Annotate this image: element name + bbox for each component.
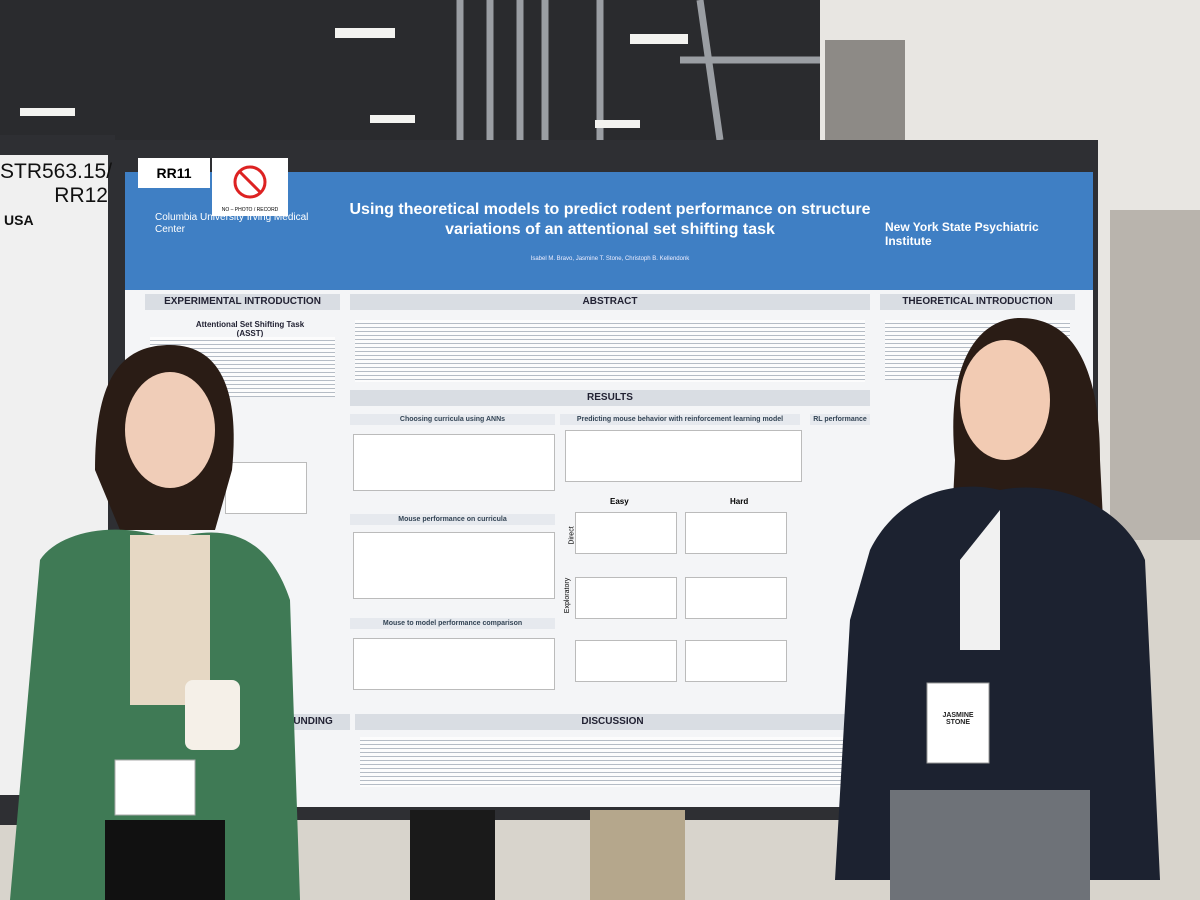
left-poster-country: USA — [4, 212, 34, 228]
left-poster-code: STR563.15/ RR12 — [0, 160, 113, 207]
text-block — [885, 320, 1070, 380]
panel-label: Easy — [610, 497, 629, 506]
figure — [575, 577, 677, 619]
panel-label: Hard — [730, 497, 749, 506]
figure — [685, 640, 787, 682]
subheading: Choosing curricula using ANNs — [350, 414, 555, 425]
figure — [575, 640, 677, 682]
abstract-text — [355, 320, 865, 382]
figure — [353, 638, 555, 690]
board-label: RR11 — [138, 158, 210, 188]
columbia-logo: Columbia University Irving Medical Cente… — [155, 212, 309, 235]
section-header: DISCUSSION — [355, 714, 870, 730]
text-block — [150, 337, 335, 397]
no-photo-sign: NO – PHOTO / RECORD — [212, 158, 288, 216]
section-header: EXPERIMENTAL INTRODUCTION — [145, 294, 340, 310]
pipes — [456, 0, 820, 141]
subheading: Mouse performance on curricula — [350, 514, 555, 525]
section-header: ABSTRACT — [350, 294, 870, 310]
left-poster — [0, 155, 108, 795]
no-photo-text: NO – PHOTO / RECORD — [221, 207, 279, 213]
section-header: RESULTS — [350, 390, 870, 406]
nyspi-logo: New York State Psychiatric Institute — [885, 220, 1039, 248]
figure — [575, 512, 677, 554]
poster-title: Using theoretical models to predict rode… — [349, 201, 871, 238]
section-header: THEORETICAL INTRODUCTION — [880, 294, 1075, 310]
subheading: Predicting mouse behavior with reinforce… — [560, 414, 800, 425]
no-photo-icon — [233, 165, 267, 199]
section-header: FUNDING — [270, 714, 350, 730]
figure — [565, 430, 802, 482]
figure — [685, 512, 787, 554]
subheading: Attentional Set Shifting Task (ASST) — [195, 320, 305, 338]
brick-wall — [1110, 210, 1200, 550]
name-badge: JASMINE STONE — [942, 712, 974, 726]
row-label: Exploratory — [564, 577, 572, 614]
figure — [353, 532, 555, 599]
discussion-text — [360, 737, 865, 787]
poster-authors: Isabel M. Bravo, Jasmine T. Stone, Chris… — [530, 256, 690, 262]
subheading: Mouse to model performance comparison — [350, 618, 555, 629]
ceiling-lights — [20, 28, 688, 128]
pillar — [825, 40, 905, 150]
figure — [225, 462, 307, 514]
figure — [685, 577, 787, 619]
subheading: RL performance — [810, 414, 870, 425]
figure — [353, 434, 555, 491]
